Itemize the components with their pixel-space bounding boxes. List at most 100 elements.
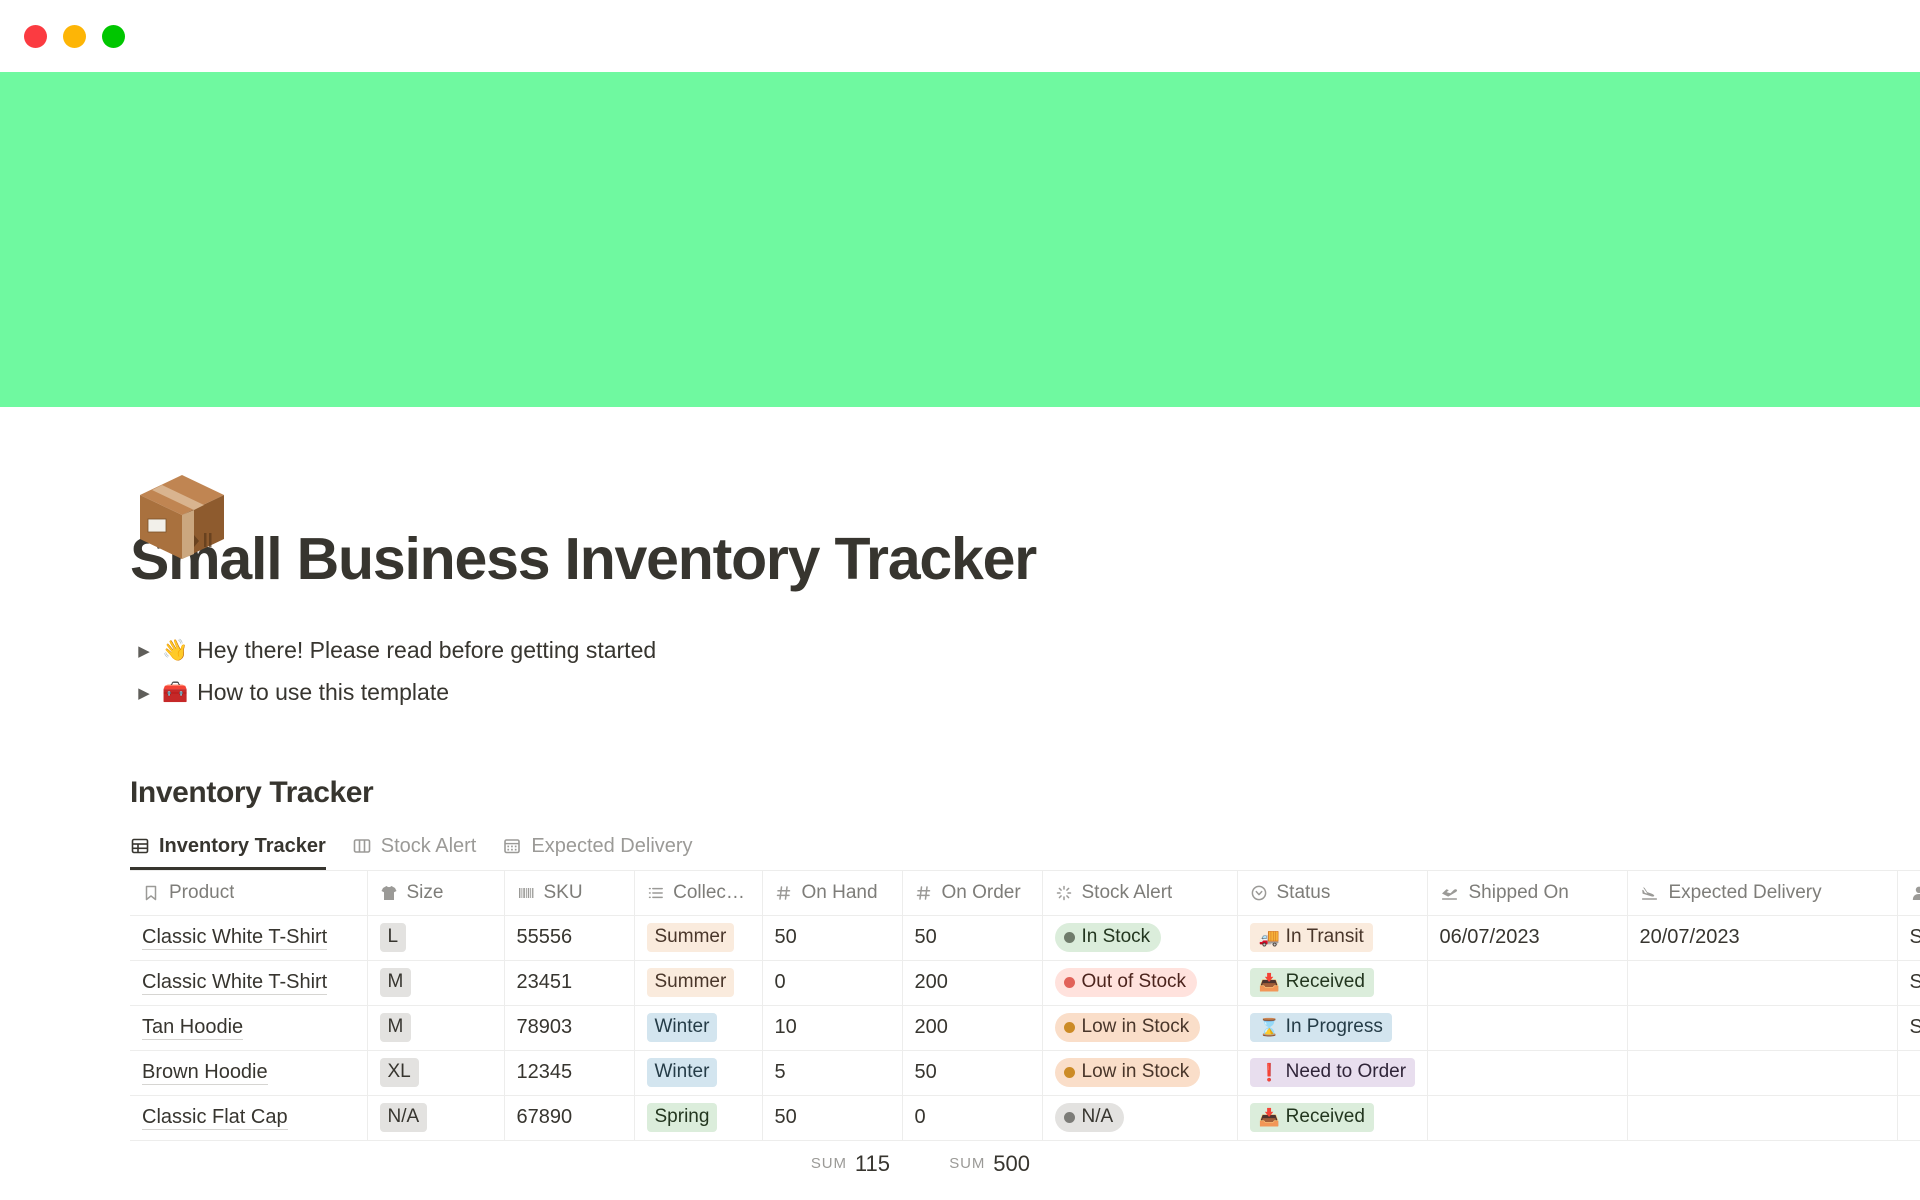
cell-on-hand[interactable]: 10 [762, 1005, 903, 1051]
cell-on-order[interactable]: 0 [902, 1095, 1043, 1141]
cell-expected-delivery[interactable] [1627, 960, 1898, 1006]
cell-sku[interactable]: 23451 [504, 960, 635, 1006]
cell-shipped-on[interactable] [1427, 1095, 1628, 1141]
cell-status[interactable]: 🚚 In Transit [1237, 915, 1428, 961]
cell-expected-delivery[interactable] [1627, 1050, 1898, 1096]
maximize-button[interactable] [102, 24, 125, 48]
toggle-item-welcome[interactable]: ▶ 👋 Hey there! Please read before gettin… [130, 630, 1920, 672]
toggle-item-how-to-use[interactable]: ▶ 🧰 How to use this template [130, 672, 1920, 714]
cell-supplier[interactable]: Supplier [1897, 915, 1920, 961]
inbox-tray-emoji-icon: 📥 [1258, 972, 1280, 992]
cell-supplier[interactable]: Supplier [1897, 960, 1920, 1006]
minimize-button[interactable] [63, 24, 86, 48]
cell-status[interactable]: ⌛ In Progress [1237, 1005, 1428, 1051]
cell-stock-alert[interactable]: Out of Stock [1042, 960, 1238, 1006]
cell-expected-delivery[interactable] [1627, 1005, 1898, 1051]
status-dot-icon [1063, 1021, 1075, 1033]
cell-on-hand[interactable]: 50 [762, 915, 903, 961]
page-icon[interactable] [132, 465, 232, 565]
column-header-shipped-on[interactable]: Shipped On [1427, 869, 1628, 916]
cell-sku[interactable]: 67890 [504, 1095, 635, 1141]
cell-stock-alert[interactable]: Low in Stock [1042, 1005, 1238, 1051]
chevron-right-icon[interactable]: ▶ [138, 684, 150, 702]
cell-shipped-on[interactable] [1427, 960, 1628, 1006]
cell-supplier[interactable]: Supplier [1897, 1005, 1920, 1051]
table-row[interactable]: Classic White T-Shirt L 55556 Summer 50 … [130, 915, 1920, 961]
column-header-stock-alert[interactable]: Stock Alert [1042, 869, 1238, 916]
column-header-product[interactable]: Product [130, 869, 368, 916]
column-header-on-hand[interactable]: On Hand [762, 869, 903, 916]
summary-on-order[interactable]: SUM 500 [902, 1141, 1042, 1187]
cell-size[interactable]: L [367, 915, 505, 961]
status-badge: 📥 Received [1249, 1103, 1374, 1133]
table-row[interactable]: Tan Hoodie M 78903 Winter 10 200 Low in … [130, 1005, 1920, 1051]
product-link[interactable]: Classic White T-Shirt [142, 926, 328, 951]
cell-sku[interactable]: 78903 [504, 1005, 635, 1051]
cell-size[interactable]: M [367, 960, 505, 1006]
tab-inventory-tracker[interactable]: Inventory Tracker [130, 835, 326, 870]
product-link[interactable]: Brown Hoodie [142, 1061, 268, 1086]
cell-on-hand[interactable]: 50 [762, 1095, 903, 1141]
cell-on-order[interactable]: 200 [902, 960, 1043, 1006]
cell-product[interactable]: Classic White T-Shirt [130, 960, 368, 1006]
cell-collection[interactable]: Spring [634, 1095, 763, 1141]
cell-sku[interactable]: 55556 [504, 915, 635, 961]
hourglass-emoji-icon: ⌛ [1258, 1017, 1280, 1037]
cell-expected-delivery[interactable]: 20/07/2023 [1627, 915, 1898, 961]
chevron-right-icon[interactable]: ▶ [138, 642, 150, 660]
cell-sku[interactable]: 12345 [504, 1050, 635, 1096]
cell-on-hand[interactable]: 0 [762, 960, 903, 1006]
table-row[interactable]: Classic White T-Shirt M 23451 Summer 0 2… [130, 960, 1920, 1006]
column-header-expected-delivery[interactable]: Expected Delivery [1627, 869, 1898, 916]
cell-on-hand[interactable]: 5 [762, 1050, 903, 1096]
cell-size[interactable]: M [367, 1005, 505, 1051]
stock-alert-label: In Stock [1081, 926, 1151, 948]
cell-collection[interactable]: Winter [634, 1005, 763, 1051]
cell-supplier[interactable] [1897, 1050, 1920, 1096]
column-header-supplier[interactable]: Suppl [1897, 869, 1920, 916]
cell-on-order[interactable]: 200 [902, 1005, 1043, 1051]
cell-on-order[interactable]: 50 [902, 915, 1043, 961]
cell-product[interactable]: Classic Flat Cap [130, 1095, 368, 1141]
collection-badge: Winter [646, 1058, 718, 1088]
cell-size[interactable]: XL [367, 1050, 505, 1096]
cell-size[interactable]: N/A [367, 1095, 505, 1141]
tab-stock-alert[interactable]: Stock Alert [352, 835, 476, 870]
summary-on-hand[interactable]: SUM 115 [762, 1141, 902, 1187]
cell-shipped-on[interactable]: 06/07/2023 [1427, 915, 1628, 961]
cell-on-order[interactable]: 50 [902, 1050, 1043, 1096]
window-titlebar [0, 0, 1920, 72]
column-header-on-order[interactable]: On Order [902, 869, 1043, 916]
cell-collection[interactable]: Summer [634, 960, 763, 1006]
cell-collection[interactable]: Winter [634, 1050, 763, 1096]
cell-status[interactable]: 📥 Received [1237, 1095, 1428, 1141]
cell-supplier[interactable] [1897, 1095, 1920, 1141]
cell-product[interactable]: Tan Hoodie [130, 1005, 368, 1051]
cell-stock-alert[interactable]: In Stock [1042, 915, 1238, 961]
cell-status[interactable]: ❗ Need to Order [1237, 1050, 1428, 1096]
product-link[interactable]: Classic White T-Shirt [142, 971, 328, 996]
stock-alert-badge: Low in Stock [1054, 1058, 1201, 1088]
tab-expected-delivery[interactable]: Expected Delivery [502, 835, 693, 870]
status-badge: ❗ Need to Order [1249, 1058, 1416, 1088]
size-badge: M [379, 968, 412, 998]
cell-shipped-on[interactable] [1427, 1050, 1628, 1096]
cell-status[interactable]: 📥 Received [1237, 960, 1428, 1006]
column-header-sku[interactable]: SKU [504, 869, 635, 916]
column-header-collection[interactable]: Collecti... [634, 869, 763, 916]
product-link[interactable]: Classic Flat Cap [142, 1106, 288, 1131]
cell-collection[interactable]: Summer [634, 915, 763, 961]
cell-stock-alert[interactable]: Low in Stock [1042, 1050, 1238, 1096]
cell-product[interactable]: Brown Hoodie [130, 1050, 368, 1096]
table-row[interactable]: Brown Hoodie XL 12345 Winter 5 50 Low in… [130, 1050, 1920, 1096]
table-row[interactable]: Classic Flat Cap N/A 67890 Spring 50 0 N… [130, 1095, 1920, 1141]
column-header-status[interactable]: Status [1237, 869, 1428, 916]
close-button[interactable] [24, 24, 47, 48]
status-label: In Transit [1285, 926, 1364, 948]
product-link[interactable]: Tan Hoodie [142, 1016, 244, 1041]
column-header-size[interactable]: Size [367, 869, 505, 916]
cell-shipped-on[interactable] [1427, 1005, 1628, 1051]
cell-product[interactable]: Classic White T-Shirt [130, 915, 368, 961]
cell-expected-delivery[interactable] [1627, 1095, 1898, 1141]
cell-stock-alert[interactable]: N/A [1042, 1095, 1238, 1141]
